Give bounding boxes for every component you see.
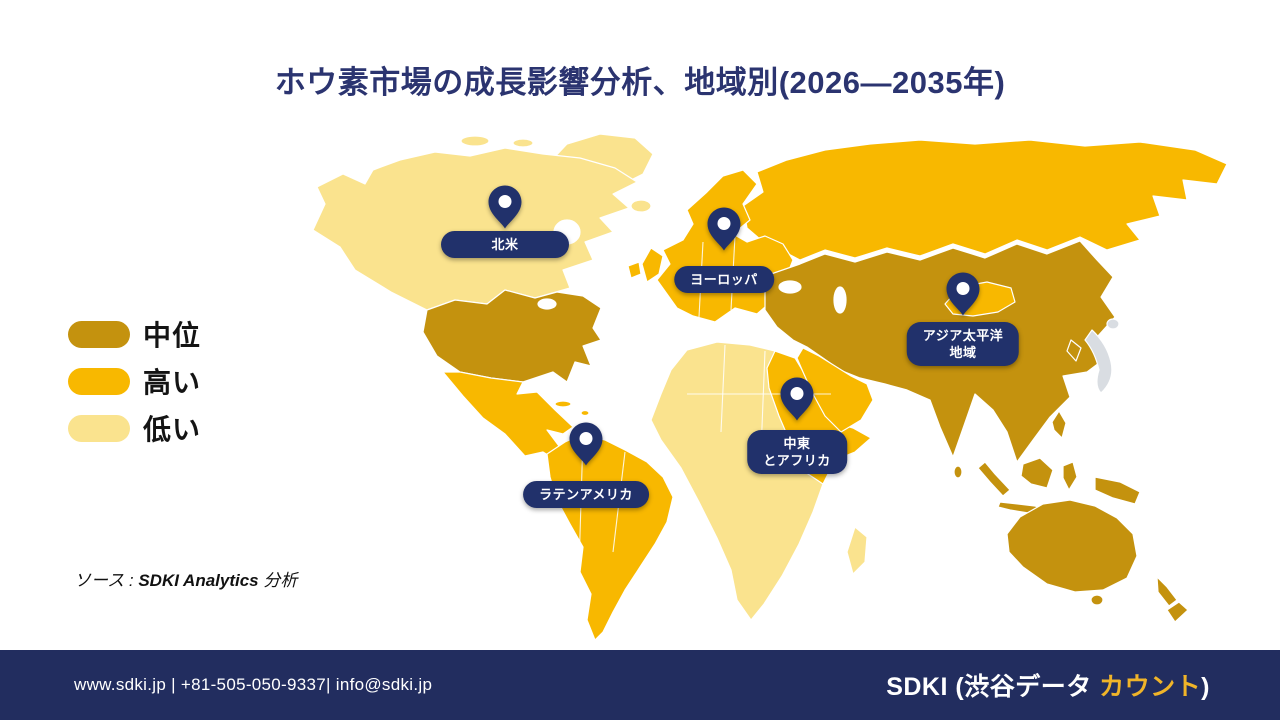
- source-note: ソース : SDKI Analytics 分析: [74, 566, 297, 591]
- region-caribbean: [580, 409, 590, 417]
- pin-label-middle-east-africa: 中東 とアフリカ: [747, 430, 847, 474]
- pin-label-asia-pacific: アジア太平洋 地域: [906, 322, 1020, 366]
- region-canada-alaska: [312, 147, 638, 311]
- region-borneo: [1020, 457, 1054, 489]
- region-tasmania: [1090, 594, 1104, 606]
- legend-swatch-high: [68, 367, 130, 395]
- region-south-america: [546, 433, 674, 641]
- region-russia: [742, 139, 1228, 261]
- region-middle-east: [796, 347, 874, 433]
- location-pin-icon: [780, 377, 814, 421]
- region-sumatra: [977, 461, 1011, 497]
- location-pin-icon: [569, 422, 603, 466]
- location-pin-icon: [488, 185, 522, 229]
- black-sea-water: [778, 280, 802, 294]
- caspian-sea-water: [833, 286, 847, 314]
- region-caribbean: [554, 400, 572, 408]
- legend-label-medium: 中位: [143, 320, 202, 351]
- region-iceland: [630, 199, 652, 213]
- region-australia: [1006, 499, 1138, 593]
- footer-brand: SDKI (渋谷データ カウント): [886, 667, 1210, 703]
- footer-bar: www.sdki.jp | +81-505-050-9337| info@sdk…: [0, 650, 1280, 720]
- brand-suffix: ): [1201, 673, 1210, 701]
- pin-label-line: ラテンアメリカ: [539, 487, 633, 502]
- region-arctic-island: [460, 135, 490, 147]
- region-usa: [422, 289, 602, 383]
- pin-label-line: 中東: [783, 436, 811, 451]
- legend-item-low: 低い: [68, 414, 201, 445]
- location-pin-icon: [707, 207, 741, 251]
- page-title: ホウ素市場の成長影響分析、地域別(2026—2035年): [274, 65, 1006, 100]
- region-madagascar: [846, 526, 868, 575]
- brand-accent: カウント: [1099, 673, 1202, 701]
- region-korea: [1066, 339, 1082, 362]
- region-sri-lanka: [953, 465, 963, 479]
- legend: 中位 高い 低い: [68, 320, 201, 461]
- brand-prefix: SDKI (渋谷データ: [886, 673, 1100, 701]
- great-lakes-water: [537, 298, 557, 310]
- pin-label-line: 地域: [949, 345, 977, 360]
- region-new-guinea: [1094, 476, 1141, 505]
- legend-swatch-medium: [68, 320, 130, 348]
- pin-label-line: アジア太平洋: [922, 328, 1004, 343]
- legend-item-medium: 中位: [68, 320, 201, 351]
- region-sulawesi: [1062, 461, 1078, 491]
- region-arctic-island: [512, 138, 534, 148]
- pin-label-latin-america: ラテンアメリカ: [523, 481, 649, 508]
- region-new-zealand-north: [1156, 576, 1178, 607]
- world-map: [312, 133, 1228, 641]
- legend-item-high: 高い: [68, 367, 201, 398]
- source-prefix: ソース :: [74, 571, 134, 590]
- region-uk: [641, 247, 664, 283]
- country-border: [720, 344, 726, 433]
- region-ireland: [627, 261, 642, 279]
- pin-label-line: 北米: [491, 237, 519, 252]
- region-philippines: [1051, 410, 1067, 439]
- footer-contact: www.sdki.jp | +81-505-050-9337| info@sdk…: [74, 675, 433, 694]
- pin-label-line: ヨーロッパ: [690, 272, 758, 287]
- region-mexico-central-america: [442, 371, 574, 463]
- location-pin-icon: [946, 272, 980, 316]
- source-name: SDKI Analytics: [138, 571, 259, 590]
- pin-label-north-america: 北米: [441, 231, 569, 258]
- pin-label-line: とアフリカ: [763, 453, 831, 468]
- source-suffix: 分析: [263, 571, 298, 590]
- region-japan-hokkaido: [1106, 318, 1120, 330]
- pin-label-europe: ヨーロッパ: [674, 266, 774, 293]
- region-new-zealand-south: [1166, 601, 1189, 623]
- region-japan: [1084, 329, 1113, 394]
- legend-label-high: 高い: [143, 367, 202, 398]
- legend-swatch-low: [68, 414, 130, 442]
- legend-label-low: 低い: [143, 414, 202, 445]
